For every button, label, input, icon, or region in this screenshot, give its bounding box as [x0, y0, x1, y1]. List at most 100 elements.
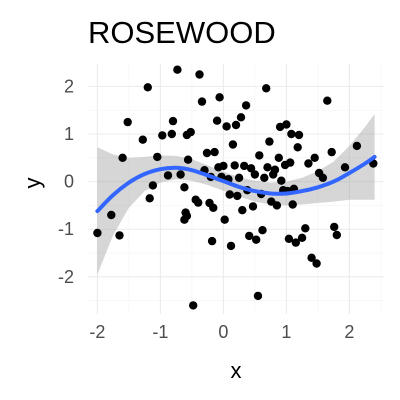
data-point — [284, 234, 294, 243]
x-tick-label: 0 — [218, 322, 228, 342]
data-point — [327, 147, 336, 157]
data-point — [260, 173, 269, 182]
y-tick-label: -1 — [58, 219, 74, 239]
data-point — [246, 164, 256, 173]
data-point — [310, 153, 319, 162]
data-point — [107, 210, 116, 220]
data-point — [212, 116, 222, 125]
data-point — [210, 147, 219, 157]
chart-title: ROSEWOOD — [88, 15, 276, 50]
data-point — [148, 181, 158, 190]
data-point — [222, 122, 231, 131]
data-point — [252, 235, 261, 244]
x-tick-label: 2 — [344, 322, 354, 342]
x-axis-label: x — [231, 358, 242, 383]
data-point — [294, 130, 304, 140]
data-point — [241, 101, 251, 110]
data-point — [225, 190, 234, 199]
data-point — [291, 238, 300, 247]
data-point — [250, 170, 260, 179]
data-point — [287, 129, 296, 139]
data-point — [158, 131, 167, 140]
data-point — [238, 206, 247, 215]
data-point — [182, 211, 192, 221]
y-axis-label: y — [20, 178, 45, 189]
data-point — [255, 151, 264, 160]
data-point — [145, 194, 154, 203]
data-point — [312, 259, 321, 268]
data-point — [173, 65, 182, 74]
data-point — [215, 93, 224, 102]
data-point — [245, 231, 254, 241]
data-point — [304, 159, 313, 168]
data-point — [163, 171, 173, 180]
data-point — [219, 161, 228, 171]
y-axis-ticks: -2 -1 0 1 2 — [58, 76, 74, 287]
data-point — [186, 127, 195, 137]
data-point — [277, 176, 286, 185]
data-point — [270, 165, 280, 174]
data-point — [93, 228, 102, 238]
data-point — [332, 230, 341, 240]
x-tick-label: -2 — [89, 322, 105, 342]
data-point — [202, 148, 212, 158]
data-point — [226, 241, 236, 251]
y-tick-label: 1 — [64, 124, 74, 144]
data-point — [197, 97, 207, 106]
smooth-line — [95, 154, 377, 214]
data-point — [274, 153, 283, 162]
data-point — [228, 140, 238, 149]
x-tick-label: 1 — [281, 322, 291, 342]
data-point — [263, 163, 272, 172]
data-point — [282, 120, 291, 129]
data-point — [301, 224, 310, 233]
data-point — [143, 83, 152, 92]
x-axis-ticks: -2 -1 0 1 2 — [89, 322, 354, 342]
data-point — [230, 161, 239, 170]
x-tick-label: -1 — [152, 322, 168, 342]
y-tick-label: 2 — [64, 76, 74, 96]
data-point — [288, 200, 297, 209]
data-point — [318, 173, 328, 182]
data-point — [231, 120, 241, 130]
data-point — [195, 70, 204, 79]
data-point — [286, 158, 295, 167]
data-point — [118, 153, 127, 162]
data-point — [236, 113, 246, 122]
data-point — [189, 301, 198, 310]
data-point — [272, 201, 282, 210]
data-point — [253, 291, 263, 301]
data-point — [258, 226, 267, 235]
data-point — [262, 84, 271, 93]
data-point — [176, 170, 185, 179]
smooth-line-path — [95, 154, 377, 214]
y-tick-label: 0 — [64, 172, 74, 192]
data-point — [194, 198, 203, 207]
data-point — [240, 161, 249, 171]
data-point — [293, 143, 302, 152]
data-point — [138, 135, 147, 144]
data-point — [180, 183, 189, 192]
data-point — [297, 233, 307, 242]
data-point — [323, 96, 332, 105]
data-point — [248, 202, 258, 211]
data-point — [265, 137, 274, 146]
data-point — [340, 163, 350, 172]
data-point — [123, 117, 132, 127]
data-point — [207, 236, 217, 246]
data-point — [168, 116, 178, 126]
data-point — [275, 122, 285, 132]
data-point — [330, 222, 339, 232]
data-point — [234, 173, 244, 182]
data-point — [307, 253, 316, 262]
data-point — [233, 191, 242, 201]
data-point — [183, 155, 193, 164]
data-point — [153, 152, 162, 162]
data-point — [167, 129, 176, 139]
data-point — [209, 203, 218, 212]
y-tick-label: -2 — [58, 267, 74, 287]
data-point — [115, 231, 124, 240]
data-point — [220, 215, 229, 224]
data-point — [352, 141, 362, 151]
